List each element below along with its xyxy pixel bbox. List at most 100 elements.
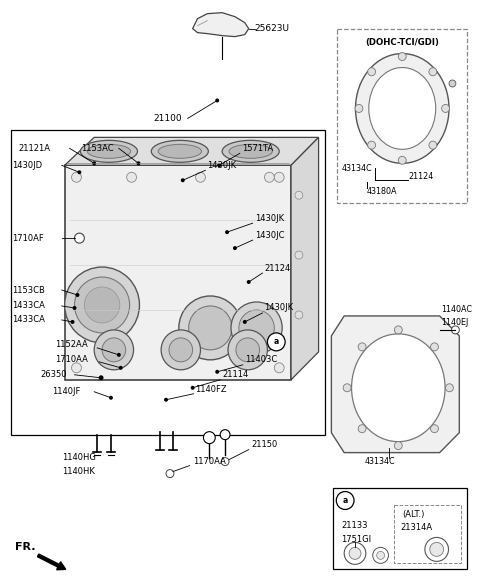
Circle shape <box>72 363 82 373</box>
Circle shape <box>109 396 113 400</box>
Circle shape <box>267 333 285 351</box>
Circle shape <box>164 398 168 402</box>
Ellipse shape <box>229 144 272 158</box>
Circle shape <box>343 384 351 392</box>
Circle shape <box>119 366 123 370</box>
Circle shape <box>102 338 126 362</box>
Text: 21121A: 21121A <box>18 144 50 153</box>
Text: 1710AA: 1710AA <box>55 356 88 364</box>
Circle shape <box>247 280 251 284</box>
Circle shape <box>65 267 140 343</box>
Circle shape <box>442 104 449 112</box>
Polygon shape <box>192 13 249 37</box>
Circle shape <box>430 542 444 556</box>
Circle shape <box>344 542 366 565</box>
Text: 1152AA: 1152AA <box>55 340 87 349</box>
Text: 21133: 21133 <box>341 521 368 530</box>
Circle shape <box>295 191 303 199</box>
Text: 1430JC: 1430JC <box>254 230 284 240</box>
Text: 21124: 21124 <box>408 172 433 181</box>
Circle shape <box>429 141 437 149</box>
Circle shape <box>228 330 267 370</box>
Text: 1153CB: 1153CB <box>12 286 46 294</box>
Circle shape <box>215 370 219 374</box>
Circle shape <box>398 157 406 164</box>
Circle shape <box>449 80 456 87</box>
Circle shape <box>264 172 274 182</box>
Circle shape <box>372 548 388 563</box>
Circle shape <box>377 551 384 559</box>
Text: FR.: FR. <box>15 542 36 552</box>
Text: 1751GI: 1751GI <box>341 535 372 544</box>
Text: 21124: 21124 <box>264 264 291 272</box>
Text: 25623U: 25623U <box>254 24 289 33</box>
Circle shape <box>368 141 375 149</box>
Polygon shape <box>65 137 319 165</box>
Circle shape <box>225 230 229 234</box>
Circle shape <box>161 330 201 370</box>
Circle shape <box>72 306 76 310</box>
Circle shape <box>215 98 219 102</box>
Polygon shape <box>291 137 319 380</box>
Bar <box>333 488 467 569</box>
Circle shape <box>274 363 284 373</box>
Text: 21100: 21100 <box>153 114 182 123</box>
Bar <box>395 506 461 563</box>
Circle shape <box>98 375 104 380</box>
Circle shape <box>425 537 448 562</box>
Circle shape <box>71 320 74 324</box>
Circle shape <box>395 326 402 334</box>
Ellipse shape <box>356 54 449 164</box>
Text: 43134C: 43134C <box>341 164 372 173</box>
Text: a: a <box>343 496 348 505</box>
Bar <box>337 29 467 203</box>
Circle shape <box>92 161 96 165</box>
Circle shape <box>169 338 192 362</box>
Circle shape <box>217 164 221 167</box>
Circle shape <box>136 161 141 165</box>
Ellipse shape <box>81 140 137 162</box>
Ellipse shape <box>158 144 202 158</box>
Circle shape <box>75 293 79 297</box>
Circle shape <box>195 172 205 182</box>
Text: 1140AC: 1140AC <box>442 306 473 314</box>
Circle shape <box>358 343 366 351</box>
Text: 1430JK: 1430JK <box>254 214 284 223</box>
Text: 1571TA: 1571TA <box>242 144 273 153</box>
Text: 43180A: 43180A <box>367 187 397 196</box>
Text: 1140EJ: 1140EJ <box>442 318 469 328</box>
Ellipse shape <box>222 140 279 162</box>
Circle shape <box>204 432 215 443</box>
Circle shape <box>431 343 438 351</box>
Text: 11403C: 11403C <box>245 356 277 364</box>
Circle shape <box>398 52 406 61</box>
Text: 1433CA: 1433CA <box>12 301 46 310</box>
Text: 43134C: 43134C <box>365 457 396 466</box>
Circle shape <box>295 251 303 259</box>
Text: 1433CA: 1433CA <box>12 315 46 324</box>
Circle shape <box>295 311 303 319</box>
Text: 1430JK: 1430JK <box>264 303 294 313</box>
Text: 1153AC: 1153AC <box>82 144 114 153</box>
Circle shape <box>236 338 260 362</box>
Circle shape <box>429 68 437 76</box>
Circle shape <box>431 425 438 432</box>
Circle shape <box>349 548 361 559</box>
Ellipse shape <box>151 140 208 162</box>
Text: 21150: 21150 <box>252 440 278 449</box>
Circle shape <box>179 296 242 360</box>
Circle shape <box>72 172 82 182</box>
Text: 1140HK: 1140HK <box>62 467 95 476</box>
Circle shape <box>274 172 284 182</box>
Circle shape <box>191 386 194 390</box>
Circle shape <box>189 306 232 350</box>
Ellipse shape <box>369 68 436 150</box>
Polygon shape <box>331 316 459 453</box>
Circle shape <box>358 425 366 432</box>
Circle shape <box>166 470 174 478</box>
Circle shape <box>221 457 229 466</box>
Circle shape <box>127 172 136 182</box>
Text: 1430JD: 1430JD <box>12 161 43 170</box>
FancyArrow shape <box>37 554 66 570</box>
Text: 1140HG: 1140HG <box>62 453 96 462</box>
